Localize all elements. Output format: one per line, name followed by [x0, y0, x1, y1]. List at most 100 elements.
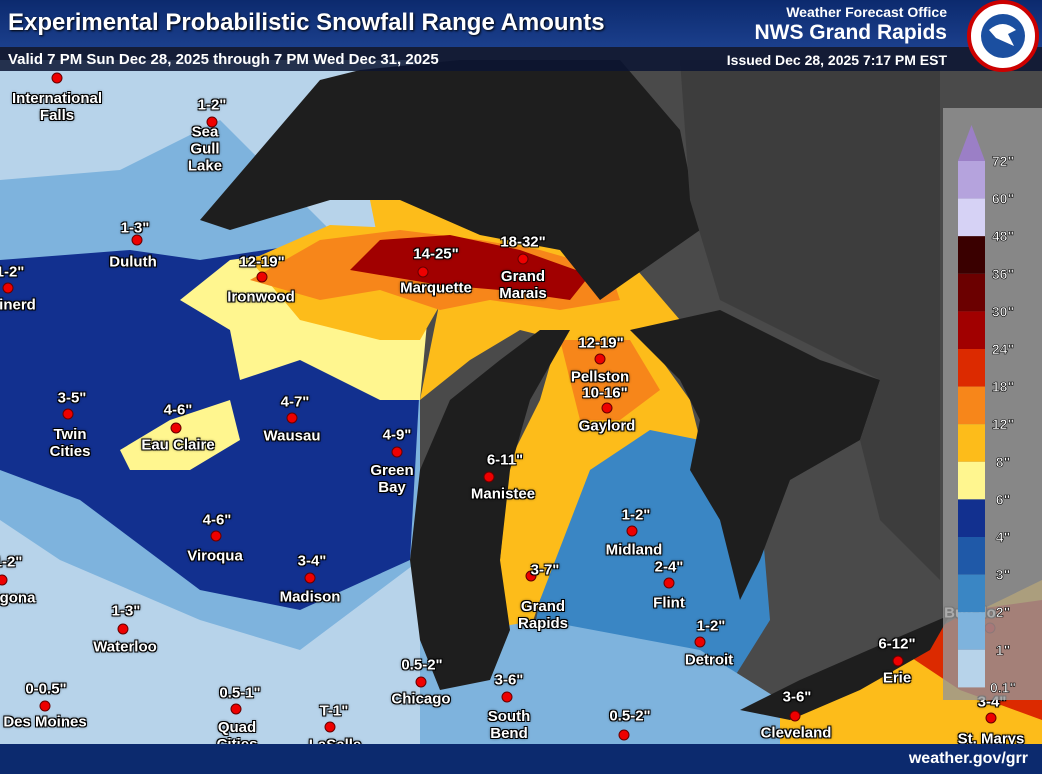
lake-erie [740, 615, 950, 720]
snow-amount: 0.5-2" [609, 707, 651, 725]
city-name: Ironwood [227, 288, 295, 306]
city-name: Grand Marais [499, 268, 547, 302]
footer-bar: weather.gov/grr [0, 744, 1042, 774]
city-name: Madison [279, 588, 341, 606]
legend-swatch [958, 574, 985, 613]
lake-michigan [410, 330, 570, 690]
snow-amount: 4-6" [163, 401, 193, 419]
city-name: Flint [653, 594, 685, 612]
city-dot [131, 234, 143, 246]
snow-amount: 4-6" [202, 511, 232, 529]
nws-logo [967, 0, 1039, 72]
legend-label: 36" [992, 266, 1014, 282]
logo-cloud [989, 24, 1016, 46]
city-dot [230, 703, 242, 715]
lake-superior [200, 60, 700, 300]
snow-amount: 1-2" [621, 506, 651, 524]
snow-amount: 4-9" [382, 426, 412, 444]
legend-label: 30" [992, 303, 1014, 319]
city-dot [663, 577, 675, 589]
city-name: Wausau [263, 427, 321, 445]
city-dot [601, 402, 613, 414]
city-name: Grand Rapids [517, 598, 568, 632]
city-name: Brainerd [0, 296, 36, 314]
legend-swatch [958, 161, 985, 199]
snow-amount: 6-11" [486, 451, 524, 469]
legend-swatch [958, 537, 985, 575]
snow-amount: 2-4" [654, 558, 684, 576]
snow-amount: 3-7" [530, 561, 560, 579]
canada [680, 60, 940, 580]
city-name: Chicago [391, 690, 451, 708]
city-dot [618, 729, 630, 741]
office-name: NWS Grand Rapids [754, 21, 947, 44]
issued: Issued Dec 28, 2025 7:17 PM EST [726, 52, 947, 68]
title: Experimental Probabilistic Snowfall Rang… [8, 9, 605, 36]
snow-lp12 [560, 340, 660, 420]
legend-label: 4" [996, 529, 1010, 545]
city-name: Manistee [470, 485, 536, 503]
legend-label: 8" [996, 454, 1010, 470]
snow-amount: 12-19" [578, 334, 624, 352]
city-dot [117, 623, 129, 635]
city-name: Eau Claire [141, 436, 215, 454]
legend: 72" 60" 48" 36" 30" 24" 18" 12" 8" 6" 4" 3" 2" 1" 0.1" [943, 108, 1042, 700]
legend-swatch [958, 236, 985, 274]
city-dot [985, 712, 997, 724]
city-name: Des Moines [3, 713, 87, 731]
snow-amount: 3-6" [782, 688, 812, 706]
snow-6b [120, 400, 240, 470]
city-dot [626, 525, 638, 537]
legend-label: 60" [992, 191, 1014, 207]
city-name: Marquette [400, 279, 472, 297]
city-dot [51, 72, 63, 84]
legend-label: 1" [996, 642, 1010, 658]
legend-swatch [958, 424, 985, 462]
legend-scale: 72" 60" 48" 36" 30" 24" 18" 12" 8" 6" 4" 3" 2" 1" 0.1" [958, 125, 1016, 696]
city-dot [517, 253, 529, 265]
legend-label: 48" [992, 228, 1014, 244]
city-dot [206, 116, 218, 128]
city-name: Duluth [109, 253, 157, 271]
legend-swatch [958, 461, 985, 500]
city-dot [391, 446, 403, 458]
city-dot [62, 408, 74, 420]
city-dot [525, 570, 537, 582]
snow-amount: 1-2" [0, 553, 23, 571]
snow-amount: 3-5" [57, 389, 87, 407]
snow-amount: 1-2" [0, 263, 25, 281]
legend-swatch [958, 273, 985, 312]
legend-label: 18" [992, 379, 1014, 395]
city-dot [501, 691, 513, 703]
snow-amount: 0.5-2" [401, 656, 443, 674]
snow-amount: 3-4" [297, 552, 327, 570]
city-name: St. Marys [957, 730, 1025, 748]
city-dot [170, 422, 182, 434]
city-dot [324, 721, 336, 733]
city-dot [210, 530, 222, 542]
city-dot [417, 266, 429, 278]
city-dot [892, 655, 904, 667]
legend-swatch [958, 198, 985, 237]
legend-label: 0.1" [990, 679, 1016, 695]
legend-label: 3" [996, 567, 1010, 583]
city-name: Gaylord [578, 417, 636, 435]
city-dot [304, 572, 316, 584]
city-name: Algona [0, 589, 36, 607]
snow-amount: 1-2" [696, 617, 726, 635]
city-name: Pellston [570, 368, 630, 386]
snow-24 [350, 235, 590, 300]
legend-swatch [958, 649, 985, 688]
legend-arrow [958, 125, 985, 161]
snow-amount: 1-3" [111, 602, 141, 620]
snow-south [420, 620, 780, 760]
city-dot [789, 710, 801, 722]
city-name: South Bend [487, 708, 531, 742]
city-dot [2, 282, 14, 294]
city-name: Sea Gull Lake [187, 123, 223, 175]
snow-amount: 14-25" [413, 245, 459, 263]
city-name: Midland [605, 541, 663, 559]
city-name: Viroqua [187, 547, 243, 565]
